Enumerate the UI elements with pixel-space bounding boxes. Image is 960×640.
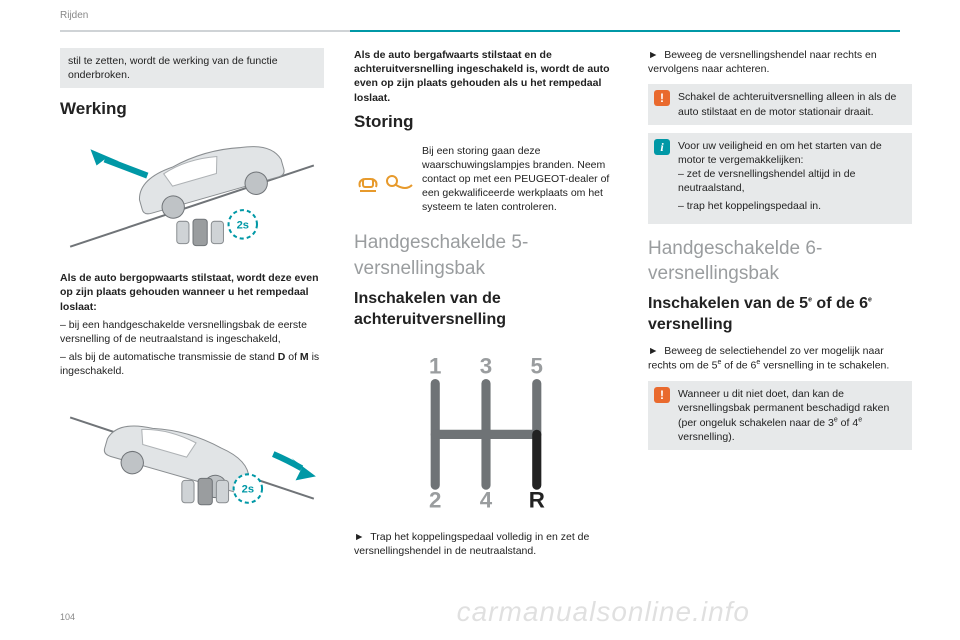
callout-list: zet de versnellingshendel altijd in de n… xyxy=(678,167,904,214)
storing-body: Bij een storing gaan deze waarschuwingsl… xyxy=(422,144,618,215)
callout-info-safety: i Voor uw veiligheid en om het starten v… xyxy=(648,133,912,224)
column-1: stil te zetten, wordt de werking van de … xyxy=(60,48,324,562)
figure-downhill: 2s xyxy=(60,387,324,509)
heading-5speed: Handgeschakelde 5-versnellingsbak xyxy=(354,230,618,281)
figure-gear-pattern: 1 3 5 2 4 R xyxy=(354,343,618,516)
gear-label: 5 xyxy=(531,353,543,378)
content-columns: stil te zetten, wordt de werking van de … xyxy=(60,48,912,562)
heading-reverse: Inschakelen van de achteruitversnelling xyxy=(354,288,618,331)
heading-storing: Storing xyxy=(354,111,618,134)
list-item: als bij de automatische transmissie de s… xyxy=(60,350,324,378)
hill-badge-text: 2s xyxy=(237,220,249,232)
warning-lamp-icons xyxy=(354,167,414,195)
page-number: 104 xyxy=(60,612,75,622)
callout-text: Wanneer u dit niet doet, dan kan de vers… xyxy=(678,388,889,443)
section-label: Rijden xyxy=(60,10,88,21)
heading-6speed: Handgeschakelde 6-versnellingsbak xyxy=(648,236,912,287)
gear-label: 4 xyxy=(480,487,493,512)
list-item: bij een handgeschakelde versnellingsbak … xyxy=(60,318,324,346)
uphill-list: bij een handgeschakelde versnellingsbak … xyxy=(60,318,324,379)
reverse-step-2-text: Beweeg de versnellingshendel naar rechts… xyxy=(648,49,877,75)
figure-uphill: 2s xyxy=(60,135,324,257)
uphill-intro: Als de auto bergopwaarts stilstaat, word… xyxy=(60,271,324,314)
reverse-step-2: ► Beweeg de versnellingshendel naar rech… xyxy=(648,48,912,76)
manual-page: Rijden stil te zetten, wordt de werking … xyxy=(0,0,960,640)
gear-label: 1 xyxy=(429,353,441,378)
list-item: zet de versnellingshendel altijd in de n… xyxy=(678,167,904,195)
gear-label: 3 xyxy=(480,353,492,378)
heading-56gear: Inschakelen van de 5e of de 6e versnelli… xyxy=(648,293,912,336)
callout-lead: Voor uw veiligheid en om het starten van… xyxy=(678,140,882,166)
storing-icons-row: Bij een storing gaan deze waarschuwingsl… xyxy=(354,144,618,219)
column-2: Als de auto bergafwaarts stilstaat en de… xyxy=(354,48,618,562)
reverse-step-text: Trap het koppelingspedaal volledig in en… xyxy=(354,531,589,557)
header-rule xyxy=(60,30,900,32)
callout-continuation: stil te zetten, wordt de werking van de … xyxy=(60,48,324,88)
gear-label: 2 xyxy=(429,487,441,512)
column-3: ► Beweeg de versnellingshendel naar rech… xyxy=(648,48,912,562)
watermark: carmanualsonline.info xyxy=(457,596,750,628)
heading-werking: Werking xyxy=(60,98,324,121)
info-icon: i xyxy=(654,139,670,155)
gear-label: R xyxy=(529,487,545,512)
callout-warning-reverse: ! Schakel de achteruitversnelling alleen… xyxy=(648,84,912,124)
exclamation-icon: ! xyxy=(654,90,670,106)
exclamation-icon: ! xyxy=(654,387,670,403)
callout-warning-gearbox: ! Wanneer u dit niet doet, dan kan de ve… xyxy=(648,381,912,450)
svg-text:2s: 2s xyxy=(242,483,254,495)
downhill-para: Als de auto bergafwaarts stilstaat en de… xyxy=(354,48,618,105)
gear56-step: ► Beweeg de selectiehendel zo ver mogeli… xyxy=(648,344,912,373)
reverse-step: ► Trap het koppelingspedaal volledig in … xyxy=(354,530,618,558)
list-item: trap het koppelingspedaal in. xyxy=(678,199,904,213)
callout-text: Schakel de achteruitversnelling alleen i… xyxy=(678,91,896,117)
